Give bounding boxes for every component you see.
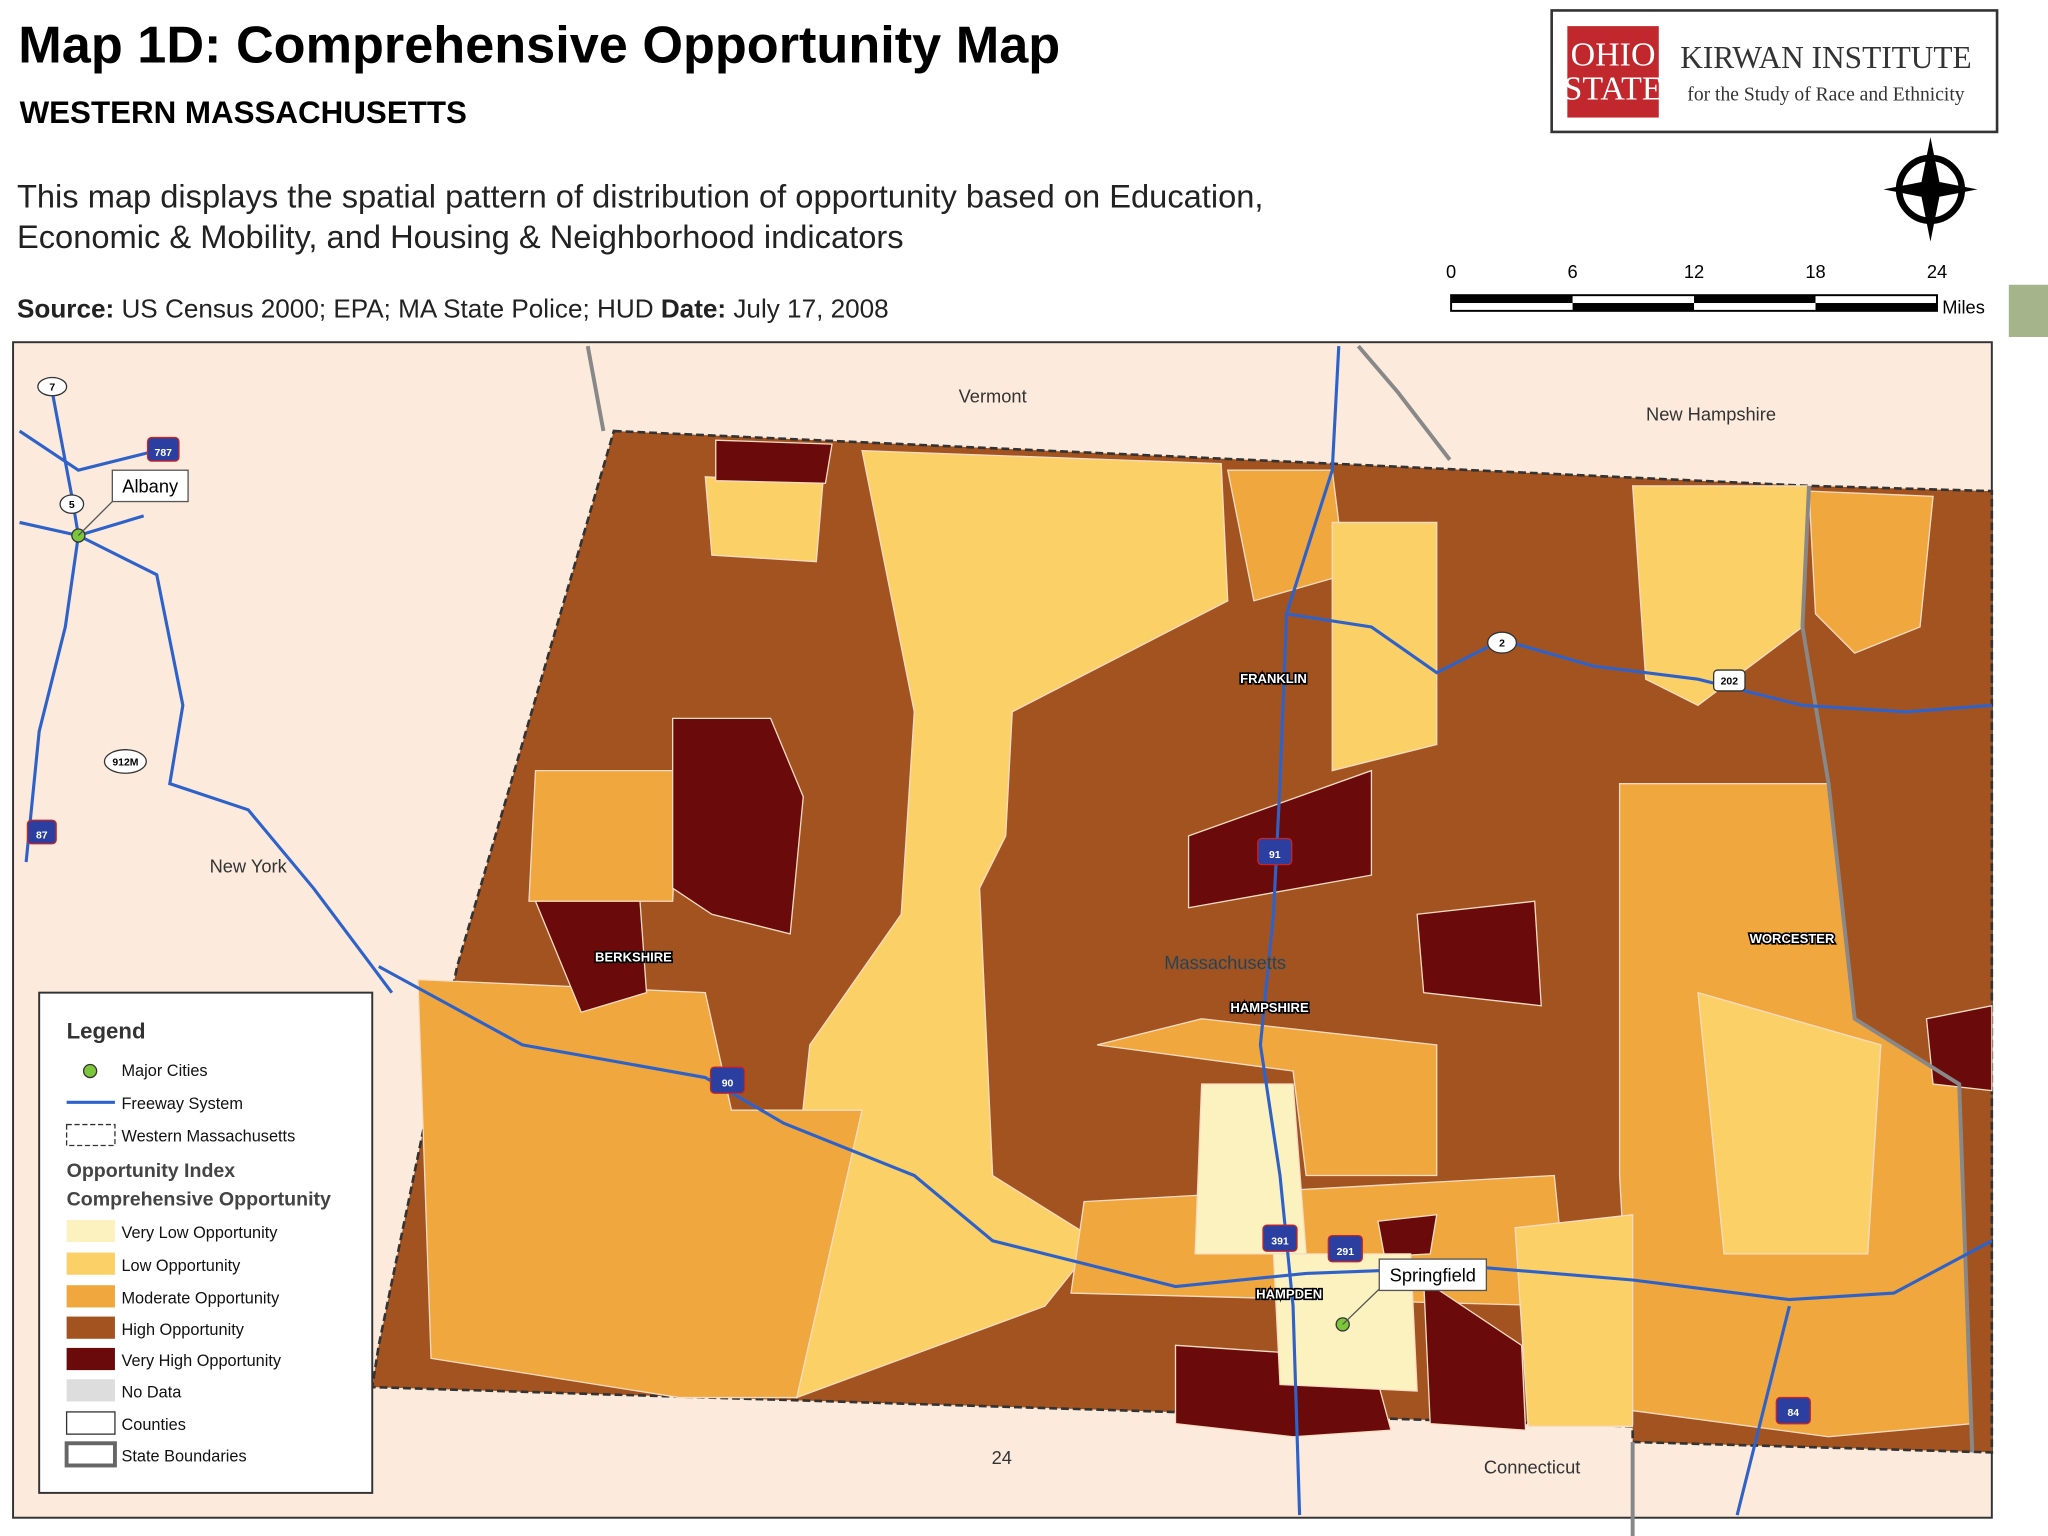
legend-item: Moderate Opportunity bbox=[121, 1290, 280, 1308]
logo: OHIO STATE KIRWAN INSTITUTE for the Stud… bbox=[1550, 9, 1999, 134]
region-label: Connecticut bbox=[1484, 1456, 1580, 1477]
legend: Legend Major Cities Freeway System Weste… bbox=[38, 991, 374, 1494]
city-label: Springfield bbox=[1390, 1264, 1476, 1285]
legend-heading: Comprehensive Opportunity bbox=[67, 1189, 331, 1211]
scale-tick: 24 bbox=[1927, 261, 1947, 282]
route-label: 5 bbox=[69, 500, 75, 511]
opportunity-areas bbox=[417, 439, 1993, 1438]
edge-tab bbox=[2008, 284, 2048, 337]
legend-item: Very High Opportunity bbox=[121, 1352, 281, 1370]
region-label: Vermont bbox=[959, 385, 1027, 406]
compass bbox=[1883, 137, 1978, 242]
route-label: 91 bbox=[1269, 850, 1281, 861]
route-label: 912M bbox=[112, 757, 138, 768]
route-label: 87 bbox=[36, 831, 48, 842]
route-label: 787 bbox=[155, 448, 173, 459]
route-label: 84 bbox=[1787, 1408, 1799, 1419]
region-label: Massachusetts bbox=[1164, 952, 1286, 973]
county-labels: FRANKLIN BERKSHIRE HAMPSHIRE HAMPDEN WOR… bbox=[593, 669, 1836, 1302]
description: Economic & Mobility, and Housing & Neigh… bbox=[17, 218, 904, 255]
source-line: Source: US Census 2000; EPA; MA State Po… bbox=[17, 293, 889, 323]
county-label: HAMPSHIRE bbox=[1230, 1000, 1309, 1015]
legend-item: Major Cities bbox=[121, 1062, 207, 1080]
legend-item: Low Opportunity bbox=[121, 1257, 241, 1275]
logo-word: STATE bbox=[1564, 70, 1663, 107]
route-label: 291 bbox=[1337, 1247, 1355, 1258]
description: This map displays the spatial pattern of… bbox=[17, 178, 1264, 215]
logo-word: OHIO bbox=[1571, 36, 1656, 73]
region-label: New York bbox=[210, 855, 288, 876]
date-label: Date: bbox=[661, 293, 726, 323]
source-label: Source: bbox=[17, 293, 114, 323]
region-label: New Hampshire bbox=[1646, 404, 1776, 425]
scale-tick: 18 bbox=[1805, 261, 1825, 282]
route-label: 24 bbox=[992, 1447, 1012, 1468]
scale-bar: 0 6 12 18 24 Miles bbox=[1446, 261, 1985, 317]
title: Map 1D: Comprehensive Opportunity Map bbox=[18, 17, 1060, 75]
scale-tick: 12 bbox=[1684, 261, 1704, 282]
legend-item: State Boundaries bbox=[121, 1448, 246, 1466]
route-label: 202 bbox=[1721, 676, 1739, 687]
route-label: 7 bbox=[49, 383, 55, 394]
legend-item: Counties bbox=[121, 1416, 185, 1434]
route-label: 391 bbox=[1271, 1237, 1289, 1248]
county-label: BERKSHIRE bbox=[595, 949, 672, 964]
county-label: FRANKLIN bbox=[1240, 671, 1307, 686]
legend-title: Legend bbox=[67, 1018, 146, 1043]
date: July 17, 2008 bbox=[733, 293, 888, 323]
scale-unit: Miles bbox=[1942, 296, 1985, 317]
institute: KIRWAN INSTITUTE bbox=[1680, 40, 1971, 75]
legend-item: Western Massachusetts bbox=[121, 1128, 295, 1146]
route-label: 90 bbox=[722, 1079, 734, 1090]
city-label: Albany bbox=[122, 475, 179, 496]
county-label: HAMPDEN bbox=[1256, 1286, 1322, 1301]
freeways bbox=[18, 346, 1993, 1516]
county-label: WORCESTER bbox=[1750, 931, 1835, 946]
legend-item: High Opportunity bbox=[121, 1321, 244, 1339]
tagline: for the Study of Race and Ethnicity bbox=[1687, 85, 1964, 106]
route-label: 2 bbox=[1499, 639, 1505, 650]
legend-item: Freeway System bbox=[121, 1095, 242, 1113]
scale-tick: 6 bbox=[1567, 261, 1577, 282]
scale-tick: 0 bbox=[1446, 261, 1456, 282]
region-labels: Vermont New Hampshire New York Massachus… bbox=[210, 385, 1776, 1477]
legend-item: Very Low Opportunity bbox=[121, 1224, 278, 1242]
subtitle: WESTERN MASSACHUSETTS bbox=[20, 95, 467, 130]
legend-item: No Data bbox=[121, 1384, 182, 1402]
cities: Albany Springfield bbox=[71, 469, 1488, 1332]
route-shields: 7 787 5 912M 87 90 91 391 291 2 202 84 2… bbox=[26, 376, 1811, 1468]
legend-heading: Opportunity Index bbox=[67, 1160, 236, 1182]
source: US Census 2000; EPA; MA State Police; HU… bbox=[121, 293, 653, 323]
